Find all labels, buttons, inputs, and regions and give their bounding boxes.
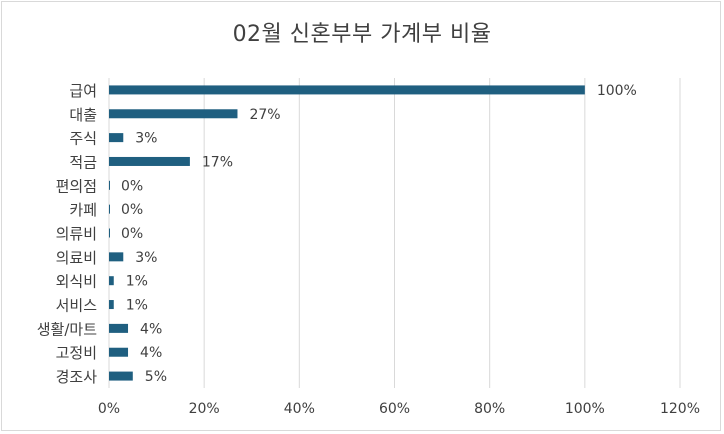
bar: [109, 347, 129, 357]
category-label: 의료비: [56, 249, 97, 267]
bars: [109, 85, 585, 381]
category-label: 고정비: [56, 344, 97, 362]
data-label: 4%: [140, 345, 162, 361]
data-labels: 100% 27% 3% 17% 0% 0% 0% 3% 1% 1% 4% 4% 5%: [121, 83, 637, 385]
data-label: 1%: [126, 298, 148, 314]
data-label: 0%: [121, 226, 143, 242]
bar: [109, 156, 190, 166]
gridlines: [108, 78, 681, 388]
data-label: 0%: [121, 178, 143, 194]
bar: [109, 276, 114, 286]
category-label: 대출: [69, 106, 97, 124]
category-label: 생활/마트: [37, 320, 97, 338]
bar: [109, 371, 133, 381]
data-label: 17%: [202, 154, 233, 170]
x-tick-label: 120%: [660, 401, 700, 417]
bar: [109, 204, 110, 214]
category-label: 의류비: [56, 225, 97, 243]
bar: [109, 323, 129, 333]
x-tick-label: 80%: [474, 401, 505, 417]
bar: [109, 180, 110, 190]
category-label: 주식: [69, 130, 97, 148]
category-label: 편의점: [56, 177, 97, 195]
x-axis-tick-labels: 0% 20% 40% 60% 80% 100% 120%: [98, 401, 700, 417]
bar: [109, 133, 124, 143]
x-tick-label: 0%: [98, 401, 120, 417]
x-tick-label: 60%: [379, 401, 410, 417]
category-label: 급여: [69, 82, 97, 100]
data-label: 3%: [135, 250, 157, 266]
bar: [109, 252, 124, 262]
category-label: 서비스: [56, 297, 98, 315]
data-label: 100%: [597, 83, 637, 99]
bar: [109, 85, 585, 95]
data-label: 5%: [145, 369, 167, 385]
x-tick-label: 40%: [284, 401, 315, 417]
x-tick-label: 100%: [565, 401, 605, 417]
data-label: 0%: [121, 202, 143, 218]
category-label: 외식비: [56, 273, 97, 291]
bar: [109, 228, 110, 238]
chart-title: 02월 신혼부부 가계부 비율: [232, 22, 492, 47]
category-label: 경조사: [56, 368, 98, 386]
data-label: 1%: [126, 274, 148, 290]
data-label: 27%: [249, 107, 280, 123]
category-label: 카페: [69, 201, 97, 219]
data-label: 4%: [140, 321, 162, 337]
data-label: 3%: [135, 131, 157, 147]
bar: [109, 109, 238, 119]
category-label: 적금: [69, 153, 97, 171]
x-tick-label: 20%: [189, 401, 220, 417]
bar: [109, 300, 114, 310]
